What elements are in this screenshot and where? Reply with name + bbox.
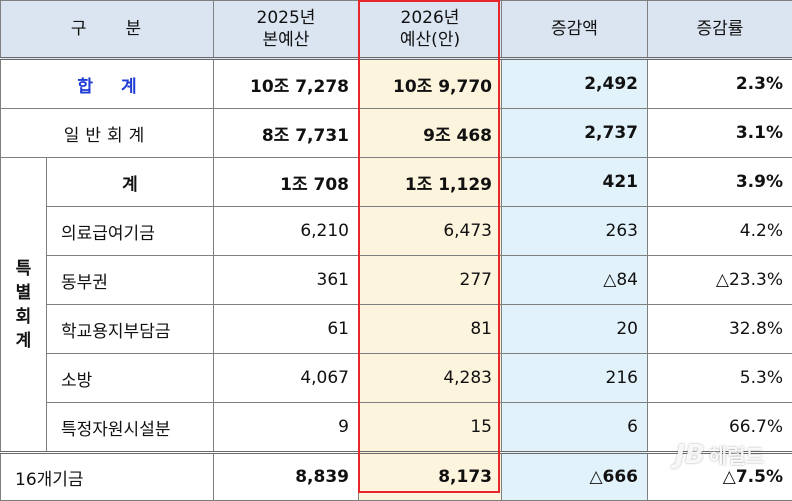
fire-rate: 5.3% — [648, 354, 792, 403]
special-subtotal-2025: 1조 708 — [214, 158, 359, 207]
district-rate: △23.3% — [648, 256, 792, 305]
facility-increase: 6 — [502, 403, 648, 453]
watermark-brand: JB — [675, 440, 705, 470]
general-2026: 9조 468 — [359, 109, 502, 158]
general-2025: 8조 7,731 — [214, 109, 359, 158]
row-facility: 특정자원시설분 9 15 6 66.7% — [1, 403, 792, 453]
school-label: 학교용지부담금 — [47, 305, 214, 354]
row-special-subtotal: 특별회계 계 1조 708 1조 1,129 421 3.9% — [1, 158, 792, 207]
row-school: 학교용지부담금 61 81 20 32.8% — [1, 305, 792, 354]
funds-2025: 8,839 — [214, 453, 359, 501]
facility-2025: 9 — [214, 403, 359, 453]
header-2026-type: 예산(안) — [400, 30, 460, 50]
medical-2025: 6,210 — [214, 207, 359, 256]
school-increase: 20 — [502, 305, 648, 354]
general-label: 일반회계 — [1, 109, 214, 158]
row-medical: 의료급여기금 6,210 6,473 263 4.2% — [1, 207, 792, 256]
medical-rate: 4.2% — [648, 207, 792, 256]
header-category-label: 구 분 — [71, 19, 143, 39]
header-category: 구 분 — [1, 1, 214, 59]
row-district: 동부권 361 277 △84 △23.3% — [1, 256, 792, 305]
medical-label: 의료급여기금 — [47, 207, 214, 256]
total-2025: 10조 7,278 — [214, 59, 359, 109]
row-general: 일반회계 8조 7,731 9조 468 2,737 3.1% — [1, 109, 792, 158]
fire-label: 소방 — [47, 354, 214, 403]
row-funds: 16개기금 8,839 8,173 △666 △7.5% — [1, 453, 792, 501]
special-subtotal-2026: 1조 1,129 — [359, 158, 502, 207]
header-increase: 증감액 — [502, 1, 648, 59]
total-increase: 2,492 — [502, 59, 648, 109]
special-subtotal-rate: 3.9% — [648, 158, 792, 207]
special-accounts-label: 특별회계 — [1, 158, 47, 453]
district-increase: △84 — [502, 256, 648, 305]
medical-increase: 263 — [502, 207, 648, 256]
medical-2026: 6,473 — [359, 207, 502, 256]
special-subtotal-label: 계 — [47, 158, 214, 207]
special-subtotal-increase: 421 — [502, 158, 648, 207]
facility-2026: 15 — [359, 403, 502, 453]
total-2026: 10조 9,770 — [359, 59, 502, 109]
header-2025-year: 2025년 — [257, 8, 316, 28]
fire-2025: 4,067 — [214, 354, 359, 403]
school-2025: 61 — [214, 305, 359, 354]
total-rate: 2.3% — [648, 59, 792, 109]
general-increase: 2,737 — [502, 109, 648, 158]
school-2026: 81 — [359, 305, 502, 354]
fire-2026: 4,283 — [359, 354, 502, 403]
general-rate: 3.1% — [648, 109, 792, 158]
fire-increase: 216 — [502, 354, 648, 403]
district-2025: 361 — [214, 256, 359, 305]
watermark-name: 헤럴드 — [709, 444, 764, 468]
header-2026-year: 2026년 — [401, 8, 460, 28]
facility-label: 특정자원시설분 — [47, 403, 214, 453]
funds-label: 16개기금 — [1, 453, 214, 501]
special-accounts-text: 특별회계 — [14, 257, 34, 353]
total-label: 합계 — [1, 59, 214, 109]
header-rate: 증감률 — [648, 1, 792, 59]
school-rate: 32.8% — [648, 305, 792, 354]
funds-increase: △666 — [502, 453, 648, 501]
funds-2026: 8,173 — [359, 453, 502, 501]
district-2026: 277 — [359, 256, 502, 305]
district-label: 동부권 — [47, 256, 214, 305]
row-fire: 소방 4,067 4,283 216 5.3% — [1, 354, 792, 403]
row-total: 합계 10조 7,278 10조 9,770 2,492 2.3% — [1, 59, 792, 109]
header-2025-type: 본예산 — [263, 30, 310, 50]
